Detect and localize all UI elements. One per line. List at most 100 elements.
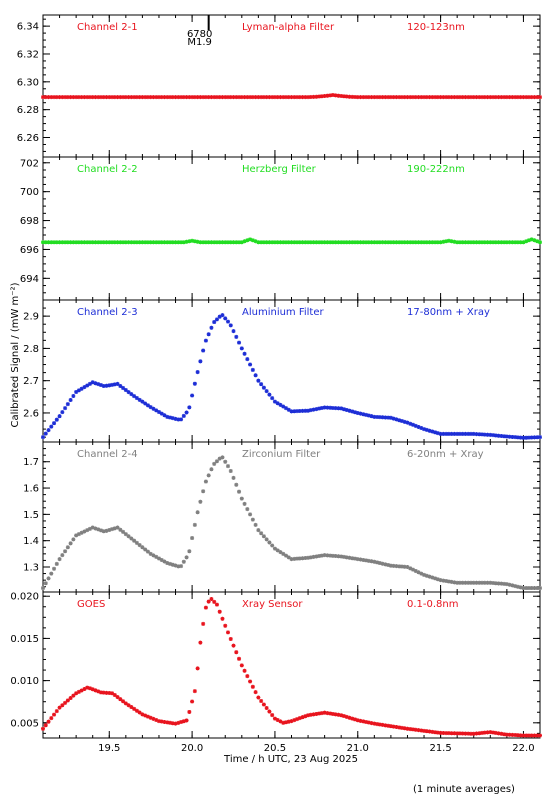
x-tick-label: 21.0 [347, 743, 369, 754]
data-point [480, 95, 485, 100]
data-point [532, 238, 537, 243]
data-point [355, 240, 360, 245]
data-point [388, 415, 393, 420]
data-point [87, 95, 92, 100]
data-point [499, 581, 504, 586]
data-point [350, 409, 355, 414]
data-point [278, 95, 283, 100]
data-point [529, 95, 534, 100]
data-point [491, 730, 496, 735]
data-point [408, 95, 413, 100]
data-point [261, 240, 266, 245]
data-point [347, 94, 352, 99]
data-point [203, 605, 208, 610]
data-point [242, 239, 247, 244]
band-label: 120-123nm [407, 22, 465, 33]
data-point [272, 546, 277, 551]
data-point [526, 733, 531, 738]
data-point [85, 528, 90, 533]
data-point [267, 392, 272, 397]
data-point [259, 531, 264, 536]
data-point [471, 580, 476, 585]
y-tick-label: 1.5 [23, 510, 39, 521]
data-point [231, 240, 236, 245]
data-point [336, 554, 341, 559]
data-point [107, 95, 112, 100]
data-point [154, 717, 159, 722]
data-point [413, 727, 418, 732]
y-tick-label: 696 [20, 245, 39, 256]
data-point [143, 713, 148, 718]
data-point [132, 240, 137, 245]
data-point [220, 313, 225, 318]
data-point [239, 663, 244, 668]
data-point [176, 95, 181, 100]
data-point [234, 482, 239, 487]
data-point [96, 95, 101, 100]
data-point [366, 558, 371, 563]
data-point [308, 408, 313, 413]
flare-class-label: M1.9 [187, 37, 212, 48]
data-point [438, 240, 443, 245]
data-point [433, 730, 438, 735]
y-tick-label: 1.3 [23, 563, 39, 574]
data-point [430, 240, 435, 245]
data-point [82, 240, 87, 245]
filter-label: Herzberg Filter [242, 164, 317, 175]
data-point [275, 401, 280, 406]
data-point [181, 559, 186, 564]
data-point [275, 548, 280, 553]
data-point [499, 433, 504, 438]
data-point [90, 240, 95, 245]
data-point [110, 691, 115, 696]
data-point [225, 464, 230, 469]
data-point [165, 95, 170, 100]
data-point [209, 467, 214, 472]
data-point [449, 431, 454, 436]
data-point [444, 731, 449, 736]
data-point [123, 95, 128, 100]
data-point [496, 95, 501, 100]
data-point [57, 705, 62, 710]
data-point [256, 528, 261, 533]
data-point [184, 555, 189, 560]
data-point [480, 730, 485, 735]
data-point [521, 586, 526, 591]
data-point [170, 721, 175, 726]
data-point [460, 240, 465, 245]
data-point [93, 688, 98, 693]
data-point [154, 408, 159, 413]
data-point [41, 586, 45, 591]
data-point [292, 718, 297, 723]
data-point [71, 537, 76, 542]
data-point [350, 94, 355, 99]
data-point [234, 95, 239, 100]
data-point [267, 709, 272, 714]
data-series [41, 313, 542, 440]
data-point [237, 489, 242, 494]
data-point [477, 95, 482, 100]
data-point [156, 719, 161, 724]
data-point [480, 240, 485, 245]
data-series [41, 93, 542, 100]
data-point [49, 95, 54, 100]
data-point [504, 95, 509, 100]
data-point [242, 668, 247, 673]
data-point [140, 240, 145, 245]
data-point [402, 726, 407, 731]
data-point [234, 650, 239, 655]
data-point [317, 240, 322, 245]
data-point [52, 421, 57, 426]
data-point [79, 530, 84, 535]
data-point [223, 316, 228, 321]
data-point [65, 402, 70, 407]
data-point [289, 409, 294, 414]
data-point [195, 666, 200, 671]
data-point [513, 240, 518, 245]
data-point [181, 95, 186, 100]
data-point [137, 397, 142, 402]
data-point [341, 407, 346, 412]
y-tick-label: 702 [20, 158, 39, 169]
data-point [104, 690, 109, 695]
data-point [192, 381, 197, 386]
